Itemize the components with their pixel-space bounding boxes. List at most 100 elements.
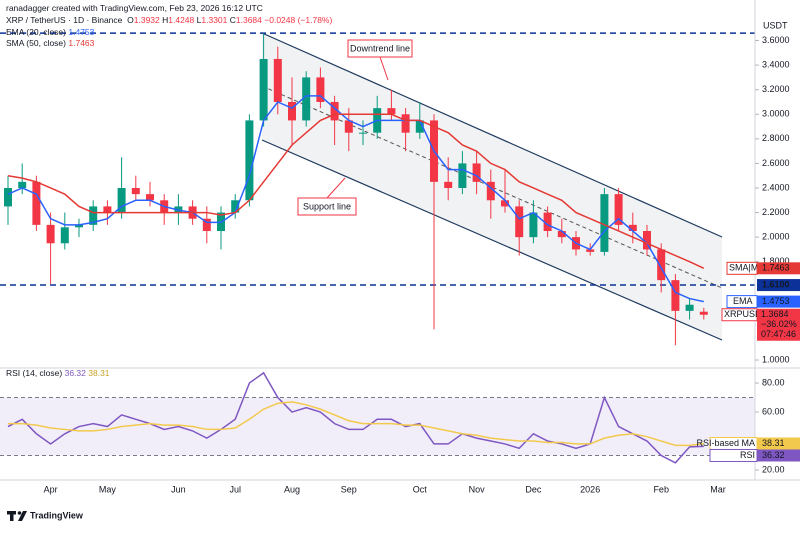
annotation: Downtrend line: [350, 43, 410, 53]
candle-body: [501, 200, 509, 207]
candle-body: [458, 163, 467, 188]
x-tick-label: Jul: [229, 484, 241, 494]
series-line: [7, 95, 704, 303]
candle-body: [344, 120, 353, 133]
legend-name: SMA (50, close): [6, 38, 66, 48]
x-tick-label: Sep: [341, 484, 357, 494]
series-line: [8, 401, 704, 447]
candle-body: [288, 101, 296, 121]
candle-body: [131, 187, 140, 195]
x-tick-label: Mar: [710, 484, 726, 494]
candle-body: [444, 181, 453, 188]
legend-name: RSI (14, close): [6, 368, 63, 378]
logo: [7, 511, 27, 521]
x-tick-label: Dec: [525, 484, 542, 494]
ohlc-label: O: [127, 15, 134, 25]
y-tick-label: 2.6000: [762, 158, 790, 168]
support-line: [261, 139, 723, 341]
price-tag-text: 1.6100: [762, 279, 790, 289]
candle-body: [543, 212, 552, 231]
y-tick-label: 1.8000: [762, 256, 790, 266]
x-tick-label: Feb: [653, 484, 669, 494]
candle-body: [46, 224, 55, 244]
candle-body: [89, 206, 98, 225]
source: ranadagger created with TradingView.com,…: [6, 3, 263, 13]
price-tag-text: EMA: [733, 296, 753, 306]
candle-body: [117, 187, 126, 213]
price-tag-text: XRPUSDT: [724, 309, 768, 319]
candle-body: [359, 132, 367, 134]
ema-legend: EMA (20, close) 1.4753: [6, 27, 94, 37]
y-tick-label: 60.00: [762, 406, 785, 416]
legend-value: 1.4753: [68, 27, 95, 37]
rsi-tag: [757, 437, 800, 450]
annotation: Support line: [303, 201, 351, 211]
candle-body: [316, 77, 325, 102]
candle-body: [685, 304, 694, 311]
y-tick-label: 80.00: [762, 377, 785, 387]
y-tick-label: 2.2000: [762, 207, 790, 217]
y-tick-label: 3.2000: [762, 84, 790, 94]
legend-value: 1.7463: [68, 38, 95, 48]
legend-value: 38.31: [88, 368, 110, 378]
candle-body: [302, 77, 311, 121]
brand: TradingView: [30, 510, 84, 520]
ohlc-label: H: [162, 15, 169, 25]
x-tick-label: Nov: [469, 484, 486, 494]
y-tick-label: 20.00: [762, 464, 785, 474]
price-tag-text: 1.7463: [762, 263, 790, 273]
price-tag-text: 1.3684: [761, 309, 789, 319]
candle-body: [60, 227, 69, 244]
x-tick-label: Oct: [413, 484, 428, 494]
symbol-legend: XRP / TetherUS · 1D · Binance O1.3932 H1…: [6, 15, 332, 25]
series-line: [7, 113, 705, 269]
price-tag-text: −36.02%: [761, 319, 797, 329]
rsi-tag-text: RSI-based MA: [696, 438, 755, 448]
price-tag-text: SMA|MA: [729, 263, 764, 273]
rsi-tag-text: 36.32: [762, 450, 785, 460]
candle-body: [4, 187, 12, 207]
ohlc-value: 1.3301: [201, 15, 228, 25]
price-tag: [757, 295, 800, 308]
sma-legend: SMA (50, close) 1.7463: [6, 38, 94, 48]
price-tag-text: 1.4753: [762, 296, 790, 306]
axis-unit: USDT: [763, 20, 788, 30]
y-tick-label: 3.6000: [762, 35, 790, 45]
annotation-arrow: [326, 177, 346, 199]
candle-body: [330, 101, 339, 121]
change: −0.0248 (−1.78%): [264, 15, 333, 25]
candle-body: [586, 249, 595, 252]
candle-body: [472, 163, 481, 182]
candle-body: [202, 218, 211, 231]
x-tick-label: Apr: [44, 484, 58, 494]
y-tick-label: 2.4000: [762, 182, 790, 192]
candle-body: [600, 194, 609, 252]
candle-body: [32, 181, 41, 225]
y-tick-label: 1.0000: [762, 354, 790, 364]
y-tick-label: 3.0000: [762, 109, 790, 119]
price-tag: [757, 262, 800, 275]
x-tick-label: May: [99, 484, 117, 494]
x-tick-label: 2026: [580, 484, 600, 494]
x-tick-label: Aug: [284, 484, 300, 494]
ohlc-label: L: [196, 15, 202, 25]
rsi-tag: [757, 449, 800, 462]
candle-body: [699, 311, 708, 315]
candle-body: [643, 230, 651, 250]
rsi-legend: RSI (14, close) 36.32 38.31: [6, 368, 110, 378]
candle-body: [75, 224, 83, 228]
rsi-band: [0, 397, 755, 456]
candle-body: [628, 224, 637, 231]
candle-body: [515, 206, 524, 238]
y-tick-label: 2.8000: [762, 133, 790, 143]
rsi-tag-text: RSI: [740, 450, 755, 460]
rsi-tag-text: 38.31: [762, 438, 785, 448]
candle-body: [657, 249, 666, 281]
ohlc-value: 1.3684: [235, 15, 262, 25]
ohlc-value: 1.4248: [168, 15, 195, 25]
candle-body: [401, 114, 410, 133]
candle-body: [231, 200, 240, 213]
ohlc-label: C: [229, 15, 236, 25]
title: XRP / TetherUS · 1D · Binance: [6, 15, 123, 25]
